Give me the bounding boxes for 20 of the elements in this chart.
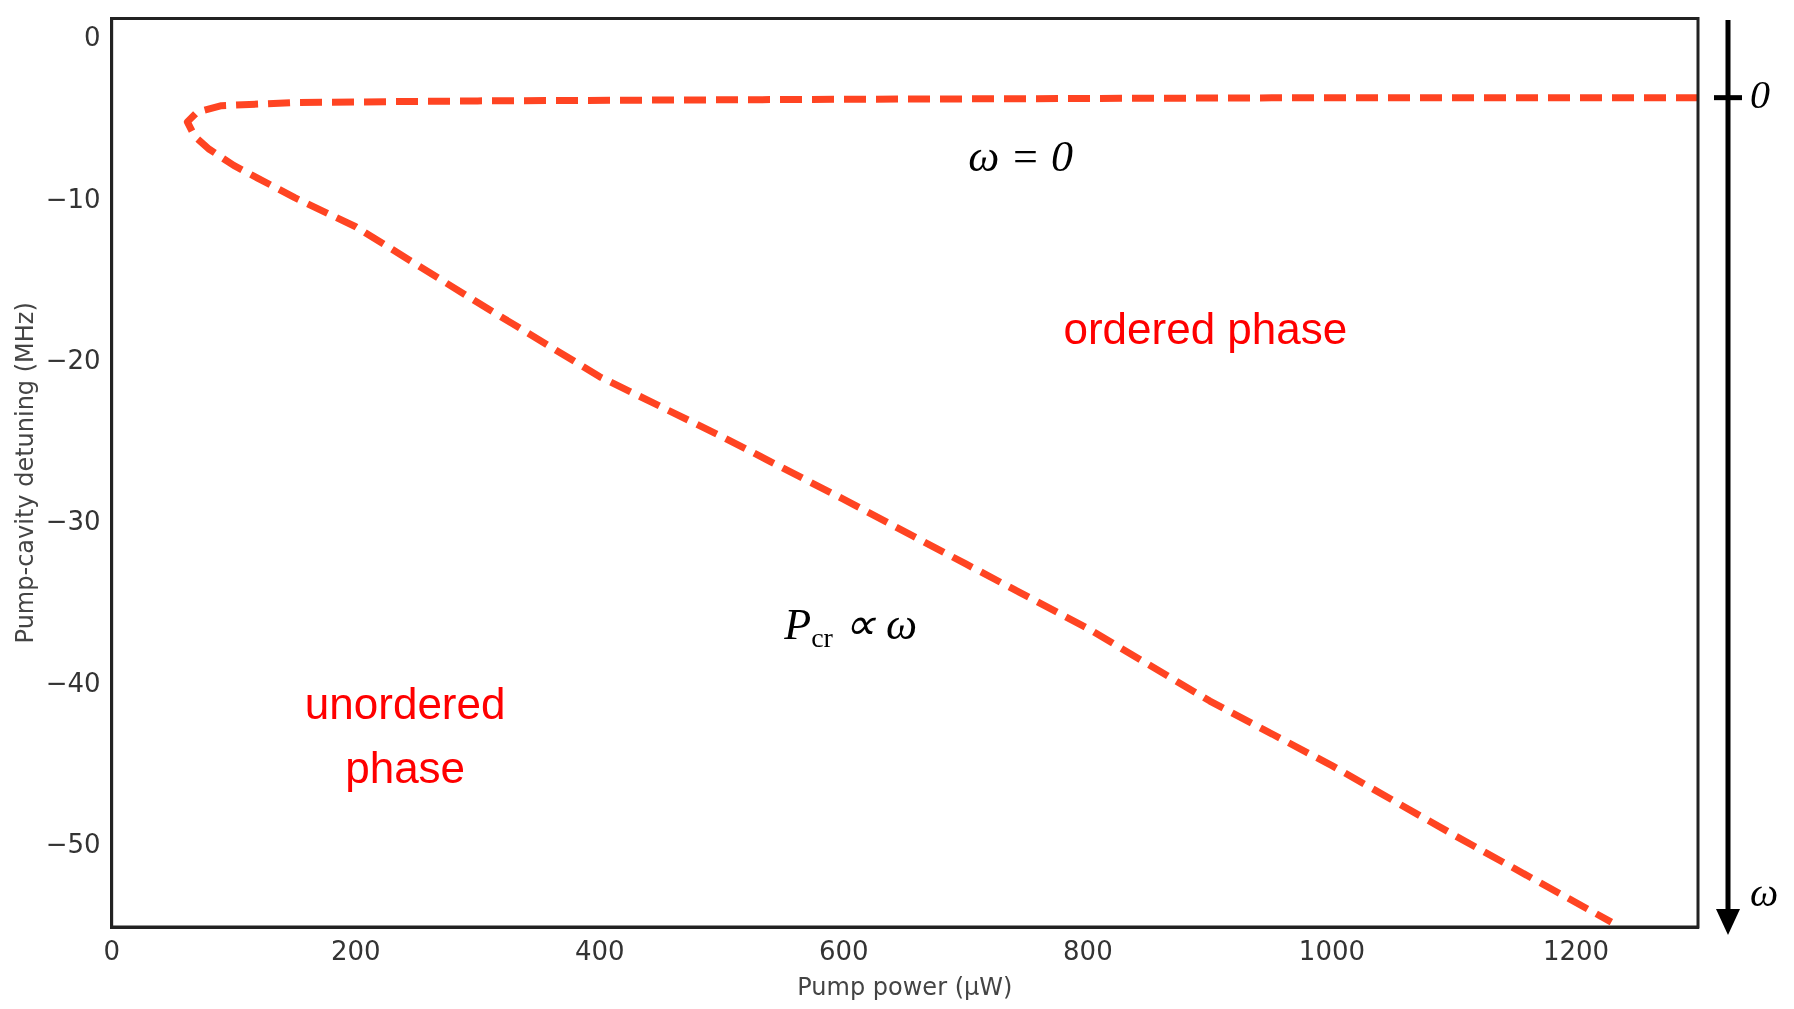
x-tick-label: 0 (103, 936, 120, 967)
x-tick-label: 600 (819, 936, 869, 967)
y-tick-label: −50 (45, 829, 101, 860)
x-axis-title: Pump power (μW) (797, 972, 1013, 1001)
y-tick-label: −30 (45, 506, 101, 537)
y-axis-title: Pump-cavity detuning (MHz) (10, 302, 39, 644)
y-tick-label: −20 (45, 345, 101, 376)
x-tick-label: 200 (330, 936, 381, 967)
annotation: ω = 0 (968, 131, 1074, 181)
y-tick-label: −10 (45, 183, 101, 214)
text: 0 (1750, 72, 1770, 118)
annotation: ordered phase (1063, 304, 1348, 354)
annotation: unordered phase (304, 679, 506, 793)
x-tick-label: 1200 (1542, 936, 1610, 967)
x-tick-label: 800 (1063, 936, 1113, 967)
y-tick-label: −40 (45, 667, 101, 698)
x-tick-label: 400 (574, 936, 625, 967)
y-tick-label: 0 (84, 22, 101, 53)
text: ω (1750, 869, 1779, 915)
x-tick-label: 1000 (1298, 936, 1366, 967)
